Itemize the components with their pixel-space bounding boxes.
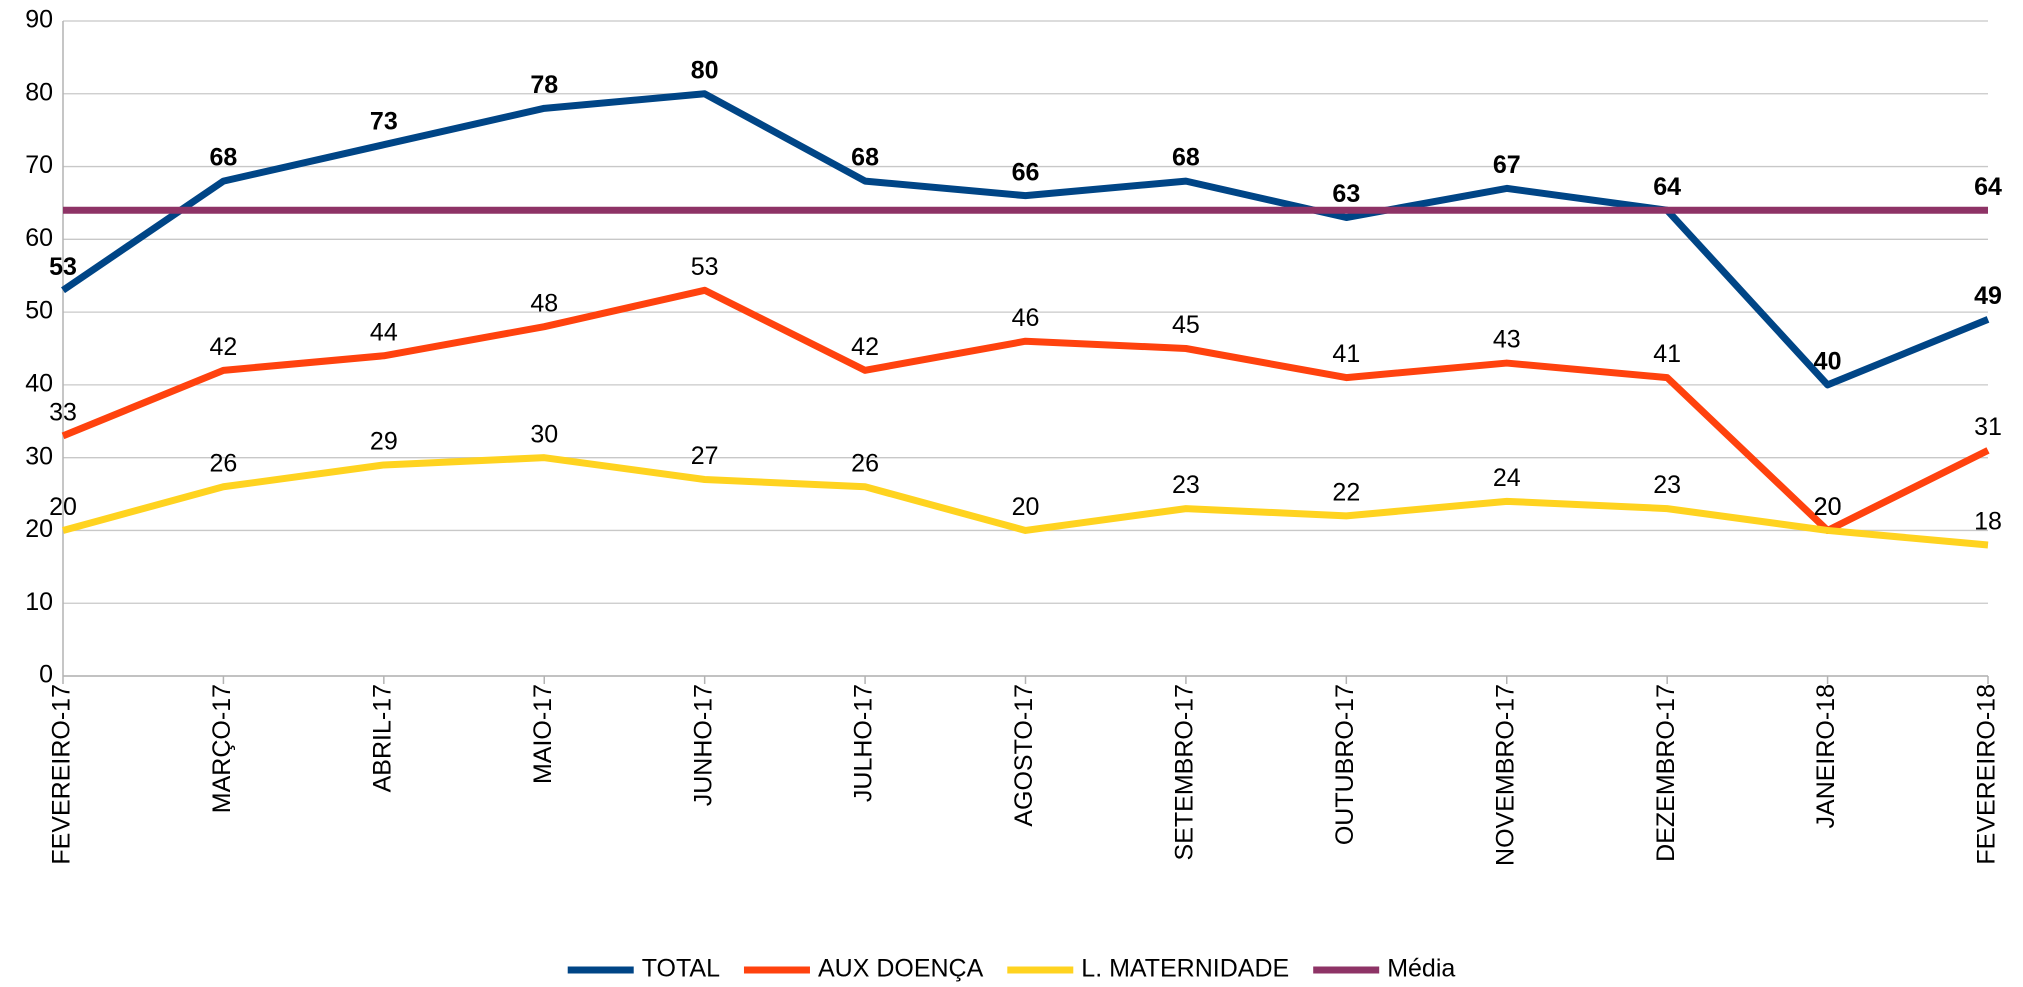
data-label: 80 [691, 56, 719, 84]
x-tick-label: SETEMBRO-17 [1171, 684, 1199, 860]
data-label: 22 [1332, 478, 1360, 506]
data-label: 73 [370, 107, 398, 135]
data-label: 26 [210, 449, 238, 477]
data-label: 53 [49, 253, 77, 281]
data-label: 40 [1814, 347, 1842, 375]
series-line [61, 286, 1990, 534]
data-label: 46 [1012, 304, 1040, 332]
data-label: 43 [1493, 326, 1521, 354]
data-label: 64 [1974, 173, 2002, 201]
x-tick-label: OUTUBRO-17 [1331, 684, 1359, 845]
data-label: 44 [370, 318, 398, 346]
legend: TOTAL AUX DOENÇA L. MATERNIDADE Média [567, 955, 1455, 983]
y-tick-label: 40 [25, 369, 53, 397]
data-label: 20 [1814, 493, 1842, 521]
data-label: 68 [851, 144, 879, 172]
y-tick-label: 20 [25, 515, 53, 543]
data-label: 66 [1012, 158, 1040, 186]
data-label: 27 [691, 442, 719, 470]
y-tick-label: 80 [25, 78, 53, 106]
data-label: 20 [1012, 493, 1040, 521]
data-label: 68 [210, 144, 238, 172]
data-label: 23 [1653, 471, 1681, 499]
data-label: 49 [1974, 282, 2002, 310]
y-tick-label: 30 [25, 442, 53, 470]
data-label: 48 [530, 289, 558, 317]
data-label: 24 [1493, 464, 1521, 492]
x-tick-label: JULHO-17 [850, 684, 878, 802]
series-line [62, 454, 1989, 549]
data-label: 68 [1172, 144, 1200, 172]
x-tick-label: JANEIRO-18 [1812, 684, 1840, 828]
data-label: 64 [1653, 173, 1681, 201]
x-tick-label: AGOSTO-17 [1010, 684, 1038, 827]
y-tick-label: 50 [25, 297, 53, 325]
x-tick-label: MARÇO-17 [208, 684, 236, 813]
y-tick-label: 90 [25, 6, 53, 34]
x-tick-label: MAIO-17 [529, 684, 557, 784]
data-label: 67 [1493, 151, 1521, 179]
x-tick-label: FEVEREIRO-18 [1973, 684, 2001, 865]
legend-label: AUX DOENÇA [818, 955, 984, 983]
data-label: 31 [1974, 413, 2002, 441]
legend-label: TOTAL [642, 955, 720, 983]
x-tick-label: DEZEMBRO-17 [1652, 684, 1680, 862]
data-label: 78 [530, 71, 558, 99]
data-label: 26 [851, 449, 879, 477]
data-label: 20 [1814, 493, 1842, 521]
x-tick-label: ABRIL-17 [368, 684, 396, 792]
data-label: 42 [851, 333, 879, 361]
y-tick-label: 70 [25, 151, 53, 179]
x-tick-label: JUNHO-17 [689, 684, 717, 806]
legend-label: L. MATERNIDADE [1081, 955, 1289, 983]
x-tick-label: NOVEMBRO-17 [1491, 684, 1519, 866]
data-label: 41 [1653, 340, 1681, 368]
data-label: 23 [1172, 471, 1200, 499]
data-label: 63 [1332, 180, 1360, 208]
data-label: 30 [530, 420, 558, 448]
y-tick-label: 60 [25, 224, 53, 252]
y-tick-label: 0 [39, 661, 53, 689]
data-label: 42 [210, 333, 238, 361]
x-tick-label: FEVEREIRO-17 [48, 684, 76, 865]
data-label: 45 [1172, 311, 1200, 339]
data-label: 53 [691, 253, 719, 281]
data-label: 20 [49, 493, 77, 521]
legend-label: Média [1387, 955, 1455, 983]
data-label: 41 [1332, 340, 1360, 368]
y-tick-label: 10 [25, 588, 53, 616]
data-label: 33 [49, 398, 77, 426]
data-label: 29 [370, 428, 398, 456]
data-label: 18 [1974, 508, 2002, 536]
